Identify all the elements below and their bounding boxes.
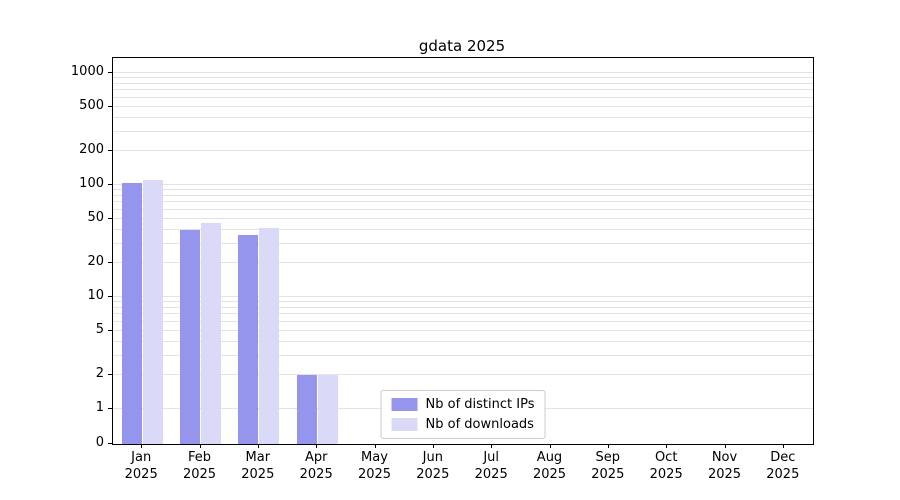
gridline bbox=[113, 228, 813, 230]
y-tick-mark bbox=[108, 150, 112, 152]
gridline bbox=[113, 150, 813, 152]
x-tick-label-aug: Aug 2025 bbox=[532, 450, 567, 482]
bar-distinct-ips-jan bbox=[121, 182, 142, 444]
y-tick-label: 500 bbox=[79, 97, 104, 113]
y-tick-mark bbox=[108, 408, 112, 409]
bar-distinct-ips-apr bbox=[296, 375, 317, 444]
x-tick-label-jul: Jul 2025 bbox=[474, 450, 508, 482]
x-tick-label-sep: Sep 2025 bbox=[591, 450, 625, 482]
gridline bbox=[113, 313, 813, 315]
legend: Nb of distinct IPs Nb of downloads bbox=[380, 390, 546, 439]
bar-distinct-ips-mar bbox=[238, 234, 259, 444]
y-tick-label: 10 bbox=[87, 288, 104, 303]
plot-area: Nb of distinct IPs Nb of downloads bbox=[112, 57, 814, 445]
gridline bbox=[113, 208, 813, 210]
y-tick-label: 5 bbox=[95, 321, 104, 337]
gridline bbox=[113, 340, 813, 342]
bar-distinct-ips-feb bbox=[180, 229, 200, 444]
gridline bbox=[113, 301, 813, 303]
gridline bbox=[113, 116, 813, 118]
x-tick-mark bbox=[141, 444, 143, 448]
x-tick-label-jun: Jun 2025 bbox=[416, 450, 450, 482]
bar-downloads-feb bbox=[201, 222, 221, 444]
legend-label-distinct-ips: Nb of distinct IPs bbox=[425, 397, 535, 412]
gridline bbox=[113, 194, 813, 196]
gridline bbox=[113, 96, 813, 98]
legend-label-downloads: Nb of downloads bbox=[425, 417, 534, 432]
chart-title: gdata 2025 bbox=[418, 37, 506, 55]
gridline bbox=[113, 82, 813, 84]
y-tick-mark bbox=[108, 374, 112, 376]
legend-swatch-downloads bbox=[391, 418, 418, 431]
gridline bbox=[113, 374, 813, 376]
x-tick-mark bbox=[199, 444, 201, 448]
gridline bbox=[113, 184, 813, 185]
x-tick-mark bbox=[666, 444, 668, 448]
bar-downloads-mar bbox=[259, 228, 280, 444]
y-tick-mark bbox=[108, 296, 112, 297]
x-tick-label-jan: Jan 2025 bbox=[124, 450, 158, 482]
x-tick-mark bbox=[491, 444, 493, 448]
gridline bbox=[113, 189, 813, 191]
y-tick-mark bbox=[108, 72, 112, 73]
x-tick-mark bbox=[607, 444, 609, 448]
y-tick-mark bbox=[108, 443, 112, 444]
y-tick-mark bbox=[108, 329, 112, 331]
y-tick-label: 200 bbox=[79, 142, 104, 158]
gridline bbox=[113, 105, 813, 107]
y-tick-label: 2 bbox=[95, 366, 104, 382]
gridline bbox=[113, 201, 813, 203]
gridline bbox=[113, 306, 813, 308]
y-tick-mark bbox=[108, 105, 112, 107]
gridline bbox=[113, 354, 813, 356]
gridline bbox=[113, 72, 813, 73]
gridline bbox=[113, 217, 813, 219]
y-tick-label: 100 bbox=[79, 176, 104, 191]
x-tick-label-oct: Oct 2025 bbox=[649, 450, 683, 482]
legend-row: Nb of downloads bbox=[391, 417, 535, 432]
y-tick-mark bbox=[108, 217, 112, 219]
x-tick-label-may: May 2025 bbox=[357, 450, 392, 482]
bar-downloads-apr bbox=[317, 375, 338, 444]
gridline bbox=[113, 262, 813, 264]
y-tick-label: 0 bbox=[95, 435, 104, 450]
y-tick-label: 50 bbox=[87, 209, 104, 225]
bar-downloads-jan bbox=[142, 180, 163, 444]
x-tick-mark bbox=[432, 444, 434, 448]
gridline bbox=[113, 329, 813, 331]
gridline bbox=[113, 296, 813, 297]
gridline bbox=[113, 242, 813, 244]
y-tick-label: 1000 bbox=[70, 64, 104, 79]
y-tick-label: 20 bbox=[87, 254, 104, 270]
gridline bbox=[113, 320, 813, 322]
x-tick-mark bbox=[374, 444, 376, 448]
x-tick-label-nov: Nov 2025 bbox=[707, 450, 742, 482]
x-tick-label-apr: Apr 2025 bbox=[299, 450, 333, 482]
x-tick-label-feb: Feb 2025 bbox=[182, 450, 217, 482]
x-tick-mark bbox=[782, 444, 784, 448]
gridline bbox=[113, 130, 813, 132]
gridline bbox=[113, 77, 813, 79]
x-tick-label-dec: Dec 2025 bbox=[766, 450, 800, 482]
gridline bbox=[113, 89, 813, 91]
legend-swatch-distinct-ips bbox=[391, 398, 418, 411]
y-tick-mark bbox=[108, 184, 112, 185]
x-tick-mark bbox=[549, 444, 551, 448]
y-tick-mark bbox=[108, 262, 112, 264]
x-tick-label-mar: Mar 2025 bbox=[241, 450, 275, 482]
y-tick-label: 1 bbox=[95, 400, 104, 415]
x-tick-mark bbox=[316, 444, 318, 448]
legend-row: Nb of distinct IPs bbox=[391, 397, 535, 412]
x-tick-mark bbox=[724, 444, 726, 448]
x-tick-mark bbox=[257, 444, 259, 448]
